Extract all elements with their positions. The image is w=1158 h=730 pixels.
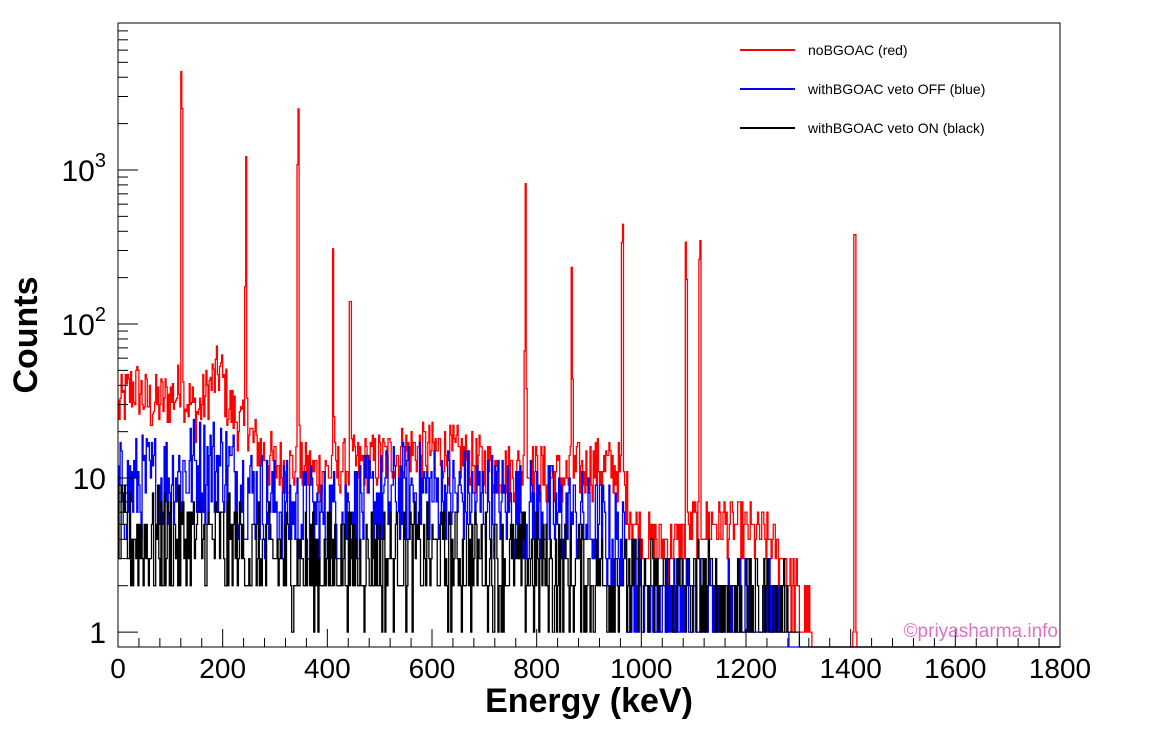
series-line [118,70,1060,648]
series-line [118,484,1060,648]
x-tick-label: 1200 [715,653,777,684]
legend-label: withBGOAC veto ON (black) [807,120,985,136]
y-axis-label: Counts [7,276,45,393]
legend-label: withBGOAC veto OFF (blue) [807,81,985,97]
x-tick-label: 200 [199,653,246,684]
y-tick-label: 1 [89,617,106,650]
axes-layer: 0 200 400 600 800 1000 1200 1400 1600 1800 1 10 102 1… [62,22,1091,684]
x-tick-label: 1400 [820,653,882,684]
legend: noBGOAC (red) withBGOAC veto OFF (blue) wi… [740,42,985,136]
x-tick-label: 1600 [924,653,986,684]
x-tick-label: 600 [409,653,456,684]
y-tick-label: 103 [62,150,107,188]
x-axis-label: Energy (keV) [485,682,693,720]
y-tick-label: 10 [73,463,106,496]
watermark: ©priyasharma.info [904,621,1058,642]
y-tick-label: 102 [62,304,107,342]
legend-label: noBGOAC (red) [808,42,908,58]
x-tick-label: 1000 [610,653,672,684]
series-layer [118,70,1060,648]
x-tick-label: 0 [110,653,126,684]
x-tick-label: 400 [304,653,351,684]
x-tick-label: 800 [513,653,560,684]
x-tick-label: 1800 [1029,653,1091,684]
plot-frame [117,22,1061,648]
